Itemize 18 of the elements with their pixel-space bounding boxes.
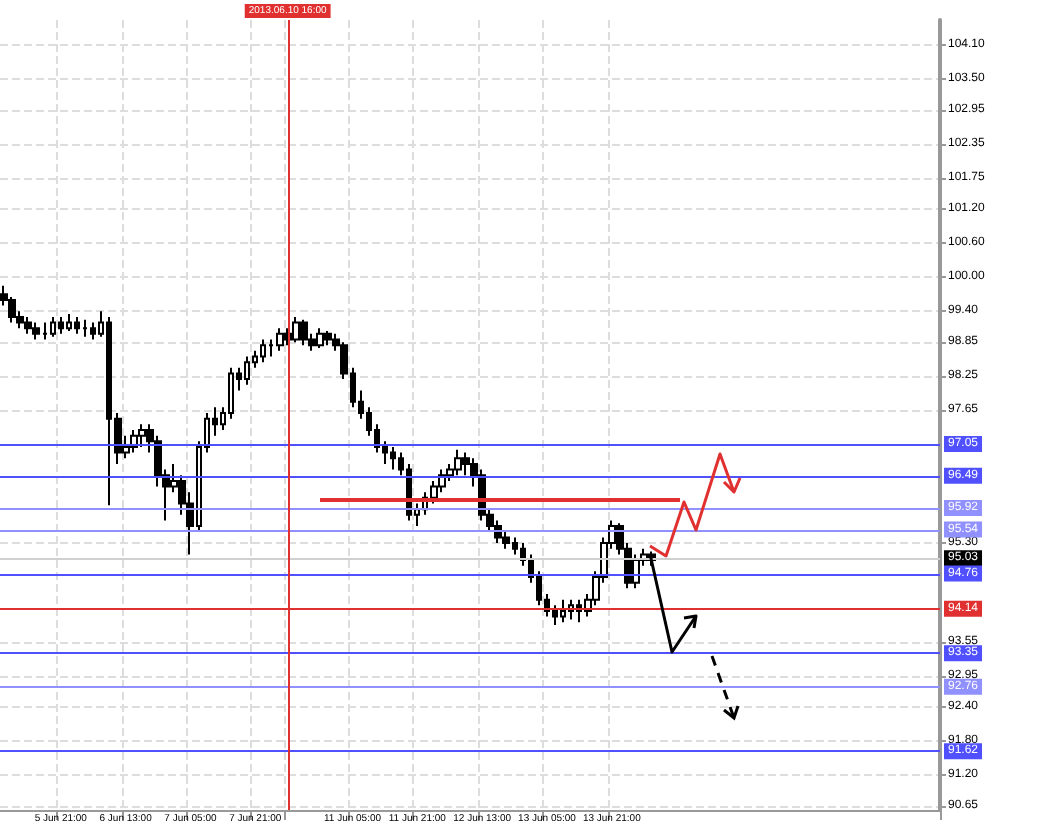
candlestick (74, 315, 80, 335)
candlestick (24, 315, 32, 335)
candlestick (316, 327, 324, 349)
candlestick (66, 313, 72, 333)
candlestick (324, 330, 332, 347)
candlestick (138, 423, 146, 448)
candlestick (50, 315, 56, 338)
candlestick (244, 355, 250, 386)
candlestick (32, 321, 40, 341)
candlestick (390, 445, 396, 471)
candlestick (292, 315, 300, 344)
candlestick (58, 315, 64, 335)
candlestick (454, 448, 462, 477)
candlestick (260, 338, 266, 364)
candlestick (82, 318, 88, 338)
candlestick (276, 327, 284, 352)
candlestick (560, 598, 566, 624)
candlestick (300, 318, 308, 347)
